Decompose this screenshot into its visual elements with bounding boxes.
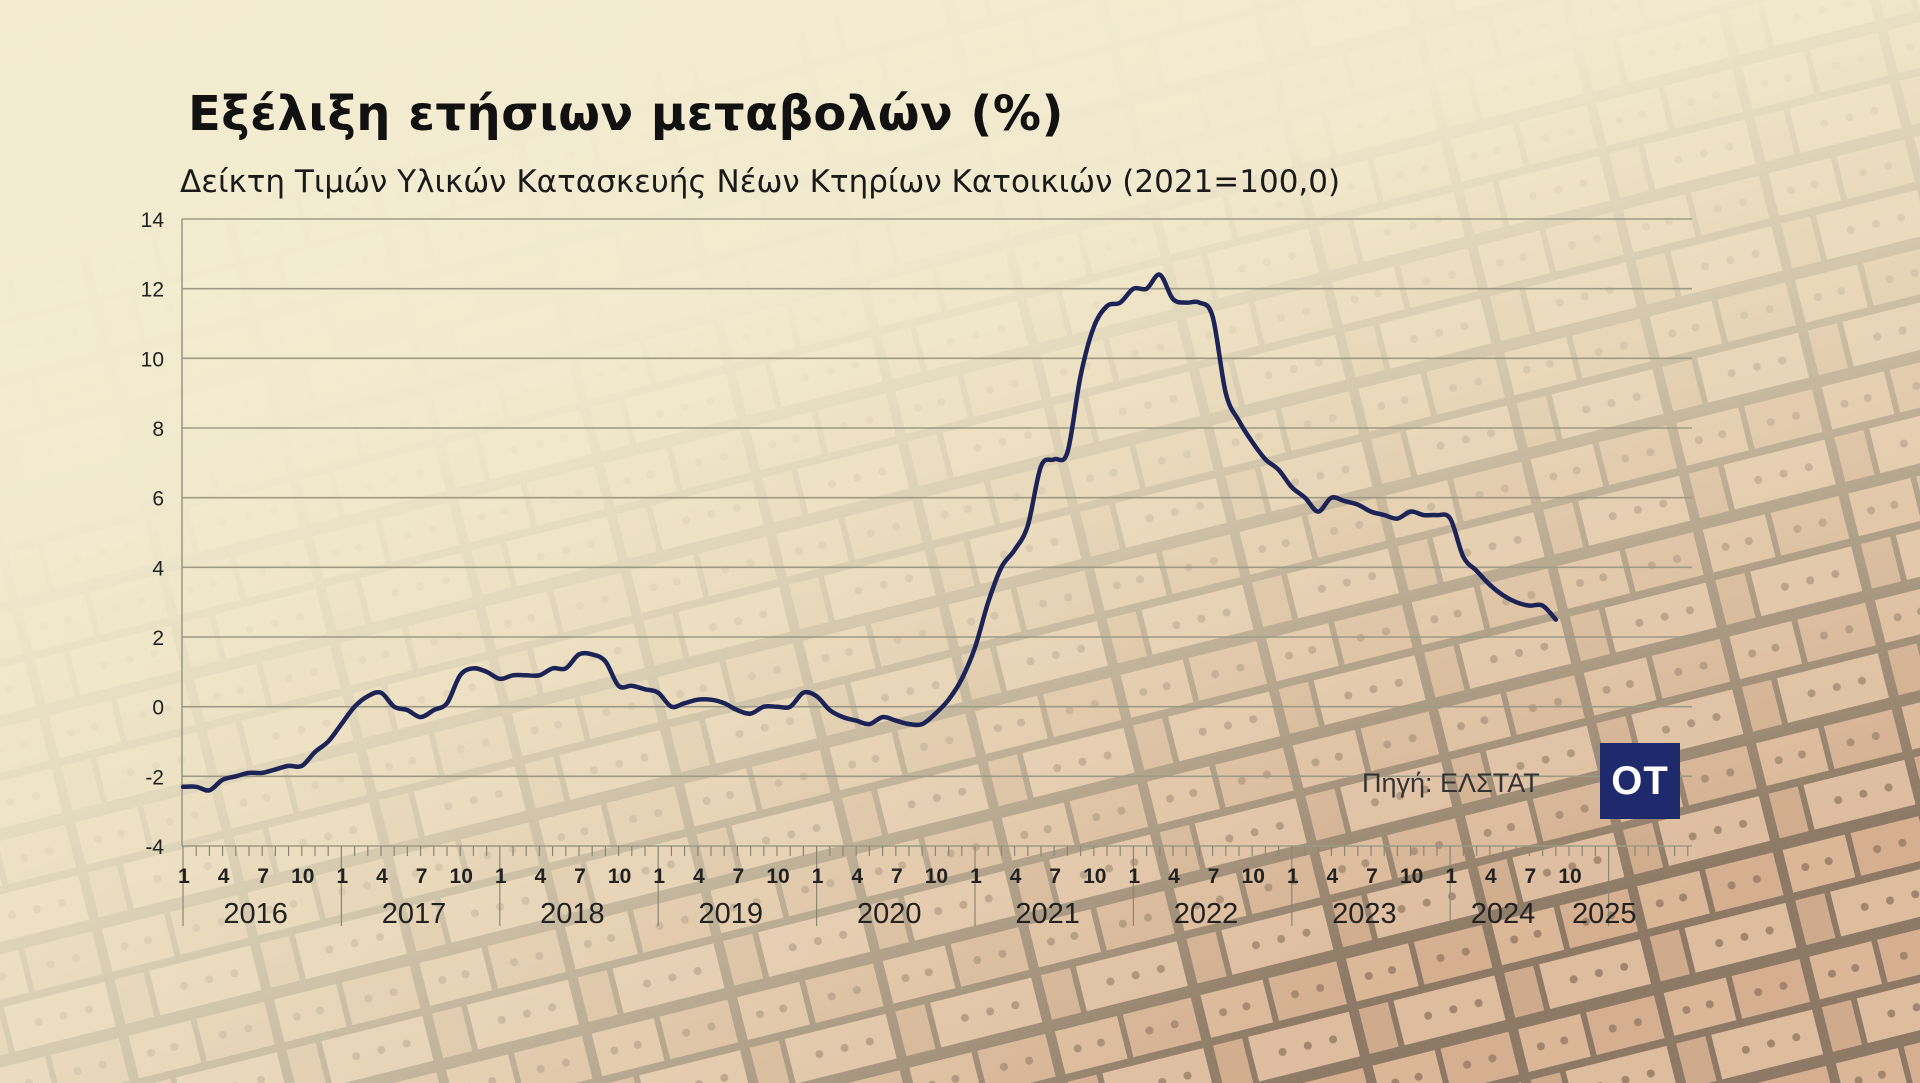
x-month-label: 1 — [970, 865, 982, 888]
x-year-label: 2018 — [540, 898, 605, 930]
y-tick-label: 12 — [141, 279, 164, 302]
y-tick-label: 2 — [152, 627, 164, 650]
x-month-label: 10 — [1083, 865, 1106, 888]
y-axis-tick-labels: 14 12 10 8 6 4 2 0 -2 -4 — [141, 209, 165, 859]
x-month-label: 7 — [257, 865, 269, 888]
x-month-label: 1 — [495, 865, 507, 888]
chart-subtitle: Δείκτη Τιμών Υλικών Κατασκευής Νέων Κτηρ… — [180, 164, 1341, 200]
chart-title: Εξέλιξη ετήσιων μεταβολών (%) — [188, 86, 1064, 142]
x-month-label: 7 — [1525, 865, 1537, 888]
x-month-label: 10 — [450, 865, 473, 888]
y-tick-label: 4 — [152, 557, 164, 580]
x-month-label: 10 — [1400, 865, 1423, 888]
x-month-label: 4 — [693, 865, 705, 888]
grid-lines — [181, 218, 1692, 847]
x-month-label: 1 — [337, 865, 349, 888]
x-month-label: 7 — [733, 865, 745, 888]
y-tick-label: -2 — [145, 766, 164, 789]
x-year-label: 2023 — [1332, 898, 1397, 930]
x-month-label: 4 — [1485, 865, 1497, 888]
x-year-label: 2020 — [857, 898, 922, 930]
x-month-label: 10 — [1242, 865, 1265, 888]
x-month-label: 1 — [1129, 865, 1141, 888]
x-year-label: 2017 — [382, 898, 447, 930]
y-tick-label: 6 — [152, 488, 164, 511]
y-tick-label: 10 — [141, 348, 164, 371]
x-month-label: 10 — [608, 865, 631, 888]
x-year-label: 2021 — [1015, 898, 1080, 930]
x-month-label: 4 — [851, 865, 863, 888]
y-tick-label: 14 — [141, 209, 165, 232]
x-month-label: 1 — [1445, 865, 1457, 888]
x-year-label: 2019 — [699, 898, 764, 930]
x-month-label: 4 — [535, 865, 547, 888]
x-month-label: 4 — [218, 865, 230, 888]
x-month-label: 7 — [574, 865, 586, 888]
x-month-label: 7 — [1366, 865, 1378, 888]
x-month-label: 7 — [1208, 865, 1220, 888]
x-month-label: 4 — [1327, 865, 1339, 888]
x-month-label: 10 — [1558, 865, 1581, 888]
x-month-label: 1 — [812, 865, 824, 888]
x-month-label: 4 — [376, 865, 388, 888]
x-month-label: 10 — [766, 865, 789, 888]
x-month-label: 1 — [653, 865, 665, 888]
x-month-label: 7 — [1049, 865, 1061, 888]
x-year-label: 2016 — [223, 898, 288, 930]
y-tick-label: -4 — [145, 836, 164, 859]
x-month-label: 4 — [1168, 865, 1180, 888]
source-label: Πηγή: ΕΛΣΤΑΤ — [1362, 768, 1540, 798]
x-month-label: 4 — [1010, 865, 1022, 888]
y-tick-label: 8 — [152, 418, 164, 441]
x-year-label: 2022 — [1174, 898, 1239, 930]
y-tick-label: 0 — [152, 697, 164, 720]
ot-logo: OT — [1600, 743, 1680, 819]
x-month-label: 1 — [1287, 865, 1299, 888]
x-month-label: 1 — [178, 865, 190, 888]
x-month-label: 10 — [925, 865, 948, 888]
x-year-label: 2024 — [1471, 898, 1536, 930]
x-month-label: 7 — [416, 865, 428, 888]
x-month-label: 7 — [891, 865, 903, 888]
x-year-label: 2025 — [1572, 898, 1637, 930]
series-line — [180, 272, 1559, 793]
x-month-label: 10 — [291, 865, 314, 888]
